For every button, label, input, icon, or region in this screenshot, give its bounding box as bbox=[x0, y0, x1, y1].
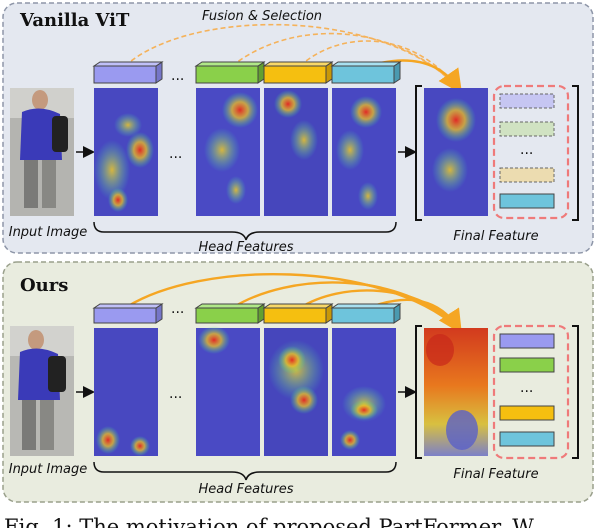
input-image bbox=[10, 88, 74, 216]
ellipsis: ... bbox=[171, 301, 184, 317]
token-purple bbox=[92, 303, 164, 324]
head-feature-map bbox=[94, 88, 158, 216]
final-feature-map bbox=[424, 328, 488, 456]
vanilla-vit-panel: Vanilla ViT Fusion & Selection ... bbox=[2, 2, 594, 255]
final-feature-bracket-right bbox=[572, 325, 579, 459]
head-features-label: Head Features bbox=[198, 482, 293, 497]
head-feature-map bbox=[196, 326, 260, 456]
final-feature-bracket-left bbox=[415, 325, 422, 459]
head-feature-map bbox=[332, 328, 396, 456]
figure-caption: Fig. 1: The motivation of proposed PartF… bbox=[4, 515, 534, 528]
head-features-brace bbox=[93, 221, 397, 241]
head-feature-map bbox=[264, 88, 328, 216]
final-feature-bracket-right bbox=[572, 85, 579, 221]
ellipsis: ... bbox=[171, 68, 184, 84]
token-orange bbox=[262, 303, 334, 324]
final-feature-label: Final Feature bbox=[453, 229, 538, 244]
ellipsis: ... bbox=[169, 146, 182, 162]
token-cyan bbox=[330, 61, 402, 84]
token-purple bbox=[92, 61, 164, 84]
token-cyan bbox=[330, 303, 402, 324]
ours-panel: Ours ... bbox=[2, 261, 594, 503]
head-features-label: Head Features bbox=[198, 240, 293, 255]
input-image-label: Input Image bbox=[9, 225, 88, 240]
final-feature-label: Final Feature bbox=[453, 467, 538, 482]
fusion-arcs bbox=[124, 23, 456, 86]
selection-box bbox=[492, 84, 570, 220]
token-orange bbox=[262, 61, 334, 84]
panel-title: Vanilla ViT bbox=[19, 10, 130, 31]
token-green bbox=[194, 61, 266, 84]
token-green bbox=[194, 303, 266, 324]
fusion-selection-label: Fusion & Selection bbox=[202, 9, 322, 24]
final-feature-map bbox=[424, 88, 488, 216]
panel-title: Ours bbox=[20, 275, 68, 296]
head-feature-map bbox=[94, 328, 158, 456]
svg-text:...: ... bbox=[520, 380, 533, 396]
input-image bbox=[10, 326, 74, 456]
svg-text:...: ... bbox=[520, 142, 533, 158]
ellipsis: ... bbox=[169, 386, 182, 402]
head-feature-map bbox=[264, 328, 328, 456]
final-feature-bracket-left bbox=[415, 85, 422, 221]
token-stack: ... bbox=[499, 333, 555, 447]
faded-token-stack: ... bbox=[499, 93, 555, 209]
head-feature-map bbox=[332, 88, 396, 216]
head-features-brace bbox=[93, 461, 397, 481]
input-image-label: Input Image bbox=[9, 462, 88, 477]
selection-box bbox=[492, 324, 570, 460]
head-feature-map bbox=[196, 88, 260, 216]
